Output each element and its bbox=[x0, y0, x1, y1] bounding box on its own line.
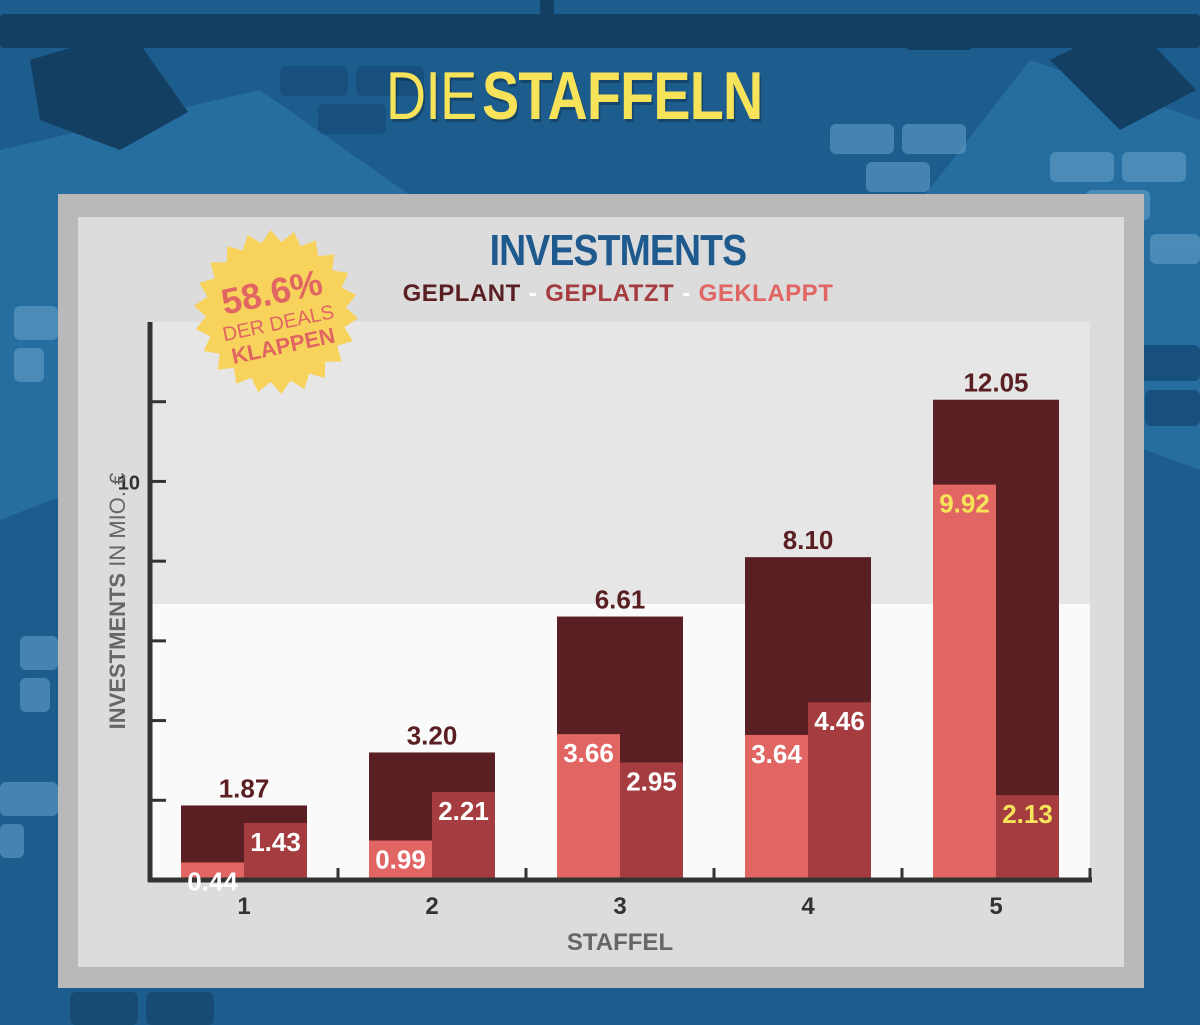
x-tick-label: 2 bbox=[425, 893, 438, 920]
data-label-geplant: 12.05 bbox=[963, 368, 1028, 398]
x-axis-label: STAFFEL bbox=[567, 929, 673, 956]
data-label-geplatzt: 1.43 bbox=[250, 827, 301, 857]
data-label-geplant: 6.61 bbox=[595, 585, 646, 615]
legend-item-geplatzt: GEPLATZT bbox=[545, 280, 675, 307]
chart-title: INVESTMENTS bbox=[78, 226, 1158, 276]
x-tick-label: 5 bbox=[989, 893, 1002, 920]
legend-separator: - bbox=[528, 280, 538, 307]
y-tick-label: 10 bbox=[118, 472, 140, 494]
y-axis-label: INVESTMENTS IN MIO. € bbox=[105, 473, 130, 730]
data-labels: 1.87 0.44 1.43 3.20 0.99 2.21 6.61 3.66 2.95 8.10… bbox=[187, 368, 1053, 897]
data-label-geklappt: 3.64 bbox=[751, 739, 802, 769]
bar-geplatzt bbox=[808, 702, 871, 880]
bar-geklappt bbox=[933, 484, 996, 880]
bar-geklappt bbox=[745, 734, 808, 880]
page-title-part1: DIE bbox=[385, 58, 477, 134]
deals-badge: 58.6% DER DEALS KLAPPEN bbox=[194, 230, 358, 394]
x-tick-label: 1 bbox=[237, 893, 250, 920]
data-label-geplant: 1.87 bbox=[219, 773, 270, 803]
x-tick-label: 4 bbox=[801, 893, 815, 920]
badge-burst-shape bbox=[194, 230, 358, 394]
data-label-geplant: 8.10 bbox=[783, 525, 834, 555]
data-label-geplatzt: 2.21 bbox=[438, 796, 489, 826]
data-label-geplatzt: 2.95 bbox=[626, 766, 677, 796]
legend-item-geplant: GEPLANT bbox=[402, 280, 521, 307]
bar-geklappt bbox=[369, 840, 432, 880]
bar-geklappt bbox=[557, 734, 620, 880]
chart-legend: GEPLANT - GEPLATZT - GEKLAPPT bbox=[78, 280, 1158, 308]
bar-geplatzt bbox=[996, 795, 1059, 880]
data-label-geklappt: 3.66 bbox=[563, 738, 614, 768]
bar-geplatzt bbox=[432, 791, 495, 880]
data-label-geplant: 3.20 bbox=[407, 720, 458, 750]
chart-title-text: INVESTMENTS bbox=[489, 226, 747, 275]
legend-separator: - bbox=[682, 280, 691, 307]
data-label-geplatzt: 2.13 bbox=[1002, 799, 1053, 829]
bar-group bbox=[181, 399, 1059, 880]
bar-geplatzt bbox=[244, 823, 307, 880]
data-label-geklappt: 0.99 bbox=[375, 845, 426, 875]
bar-geklappt bbox=[181, 862, 244, 880]
y-axis-label-bold: INVESTMENTS bbox=[105, 573, 130, 729]
page-title: DIE STAFFELN bbox=[0, 62, 1200, 130]
y-ticks: 10 bbox=[118, 400, 166, 802]
x-tick-label: 3 bbox=[613, 893, 626, 920]
axes bbox=[147, 322, 1092, 883]
page-title-part2: STAFFELN bbox=[482, 58, 763, 134]
bar-geplatzt bbox=[620, 762, 683, 880]
data-label-geplatzt: 4.46 bbox=[814, 706, 865, 736]
y-axis-label-rest: IN MIO. € bbox=[105, 473, 130, 573]
x-ticks: 1 2 3 4 5 bbox=[237, 868, 1092, 920]
data-label-geklappt: 0.44 bbox=[187, 866, 238, 896]
data-label-geklappt: 9.92 bbox=[939, 489, 990, 519]
legend-item-geklappt: GEKLAPPT bbox=[698, 280, 834, 307]
